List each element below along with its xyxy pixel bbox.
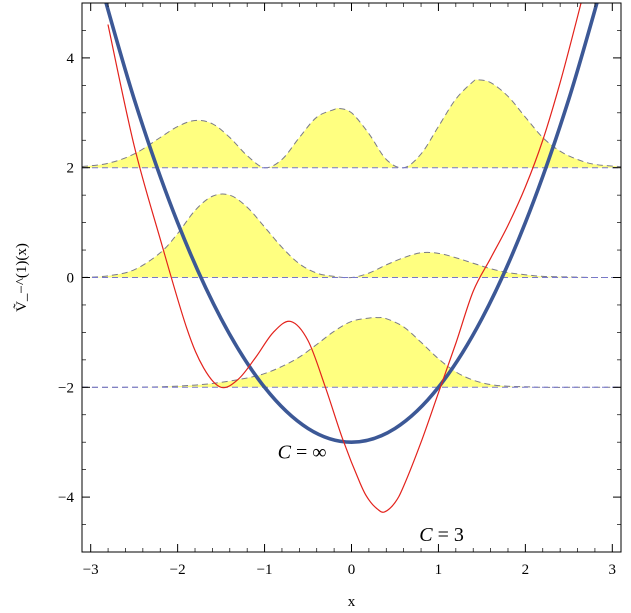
y-tick-label: −2: [58, 380, 74, 396]
x-tick-label: 0: [348, 562, 356, 578]
density-fill-3: [82, 194, 621, 278]
x-tick-label: −3: [83, 562, 99, 578]
density-outlines: [82, 78, 621, 388]
x-tick-label: 3: [609, 562, 617, 578]
y-tick-label: −4: [58, 490, 74, 506]
annotation-variable: C: [419, 524, 433, 546]
potential-curves: [104, 3, 599, 513]
density-outline-3: [82, 193, 621, 279]
curve-annotation: C = ∞: [278, 442, 327, 464]
curve-annotation: C = 3: [419, 524, 464, 546]
x-tick-label: 2: [522, 562, 530, 578]
y-tick-label: 4: [67, 51, 75, 67]
potential-curve-c3: [107, 3, 582, 513]
x-tick-label: −2: [170, 562, 186, 578]
curve-annotations: C = ∞C = 3: [278, 442, 464, 546]
density-outline-2: [82, 78, 621, 169]
annotation-variable: C: [278, 442, 292, 464]
x-tick-label: −1: [257, 562, 273, 578]
annotation-value: = 3: [433, 524, 464, 546]
y-tick-label: 2: [67, 161, 75, 177]
x-tick-label: 1: [435, 562, 443, 578]
density-fill-2: [82, 79, 621, 168]
density-outline-4: [82, 317, 621, 388]
y-tick-label: 0: [67, 271, 75, 287]
y-axis-label: Ṽ_−^(1)(x): [13, 243, 30, 312]
density-fills: [82, 79, 621, 388]
x-axis-label: x: [348, 594, 356, 610]
y-axis-ticks: −4 −2 0 2 4: [58, 2, 621, 553]
annotation-value: = ∞: [291, 442, 327, 464]
density-fill-4: [82, 317, 621, 388]
x-axis-ticks: −3 −2 −1 0 1 2 3: [83, 3, 616, 578]
potential-curve-infinite: [104, 3, 599, 444]
